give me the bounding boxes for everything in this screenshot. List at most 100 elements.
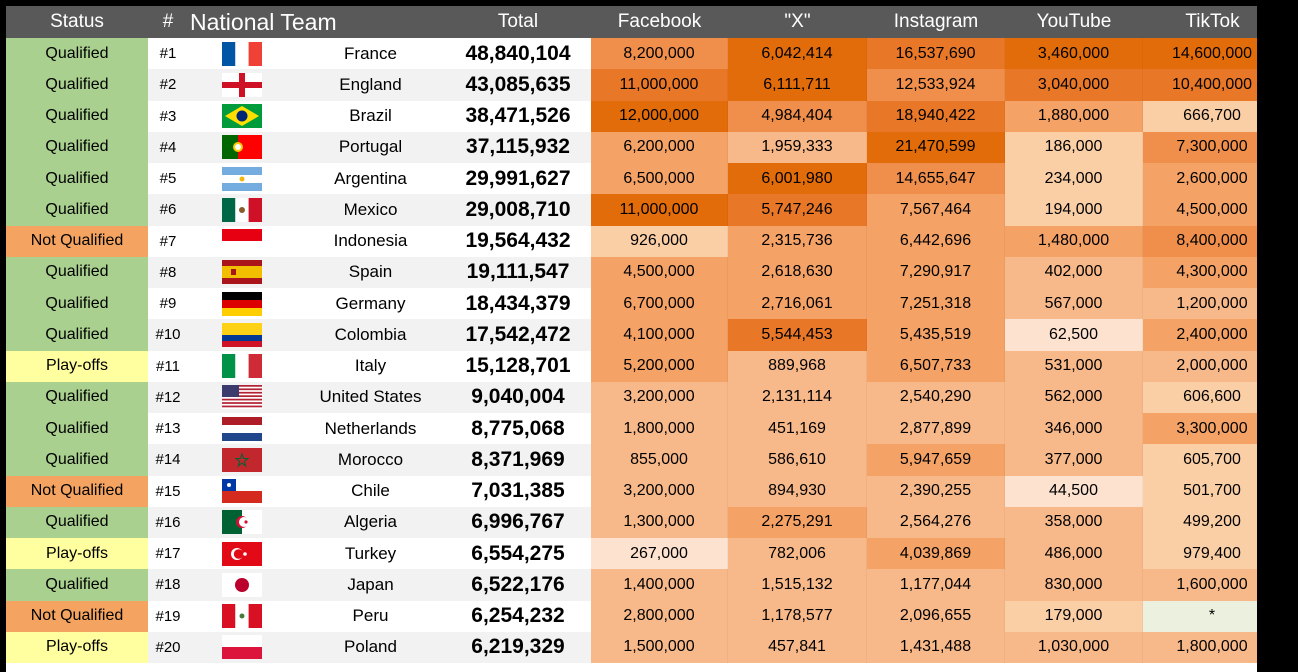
header-total[interactable]: Total: [497, 11, 539, 32]
total-cell[interactable]: 6,554,275: [445, 538, 591, 570]
youtube-cell[interactable]: 1,880,000: [1005, 100, 1143, 132]
total-cell[interactable]: 37,115,932: [445, 131, 591, 163]
flag-cell[interactable]: [188, 631, 296, 663]
tiktok-cell[interactable]: 2,600,000: [1143, 163, 1257, 195]
facebook-cell[interactable]: 267,000: [591, 538, 728, 570]
team-cell[interactable]: Italy: [296, 350, 445, 382]
x-cell[interactable]: 2,275,291: [728, 506, 867, 538]
instagram-cell[interactable]: 4,039,869: [867, 538, 1005, 570]
tiktok-cell[interactable]: 666,700: [1143, 100, 1257, 132]
team-cell[interactable]: Brazil: [296, 100, 445, 132]
x-cell[interactable]: 2,716,061: [728, 288, 867, 320]
rank-cell[interactable]: #13: [148, 413, 188, 445]
instagram-cell[interactable]: 12,533,924: [867, 69, 1005, 101]
tiktok-cell[interactable]: 605,700: [1143, 444, 1257, 476]
status-cell[interactable]: Qualified: [6, 131, 148, 163]
instagram-cell[interactable]: 2,390,255: [867, 475, 1005, 507]
tiktok-cell[interactable]: *: [1143, 600, 1257, 632]
flag-cell[interactable]: [188, 100, 296, 132]
rank-cell[interactable]: #2: [148, 69, 188, 101]
rank-cell[interactable]: #15: [148, 475, 188, 507]
rank-cell[interactable]: #20: [148, 631, 188, 663]
total-cell[interactable]: 38,471,526: [445, 100, 591, 132]
youtube-cell[interactable]: 186,000: [1005, 131, 1143, 163]
instagram-cell[interactable]: 14,655,647: [867, 163, 1005, 195]
header-rank[interactable]: #: [162, 11, 174, 32]
youtube-cell[interactable]: 531,000: [1005, 350, 1143, 382]
rank-cell[interactable]: #11: [148, 350, 188, 382]
team-cell[interactable]: Portugal: [296, 131, 445, 163]
youtube-cell[interactable]: 567,000: [1005, 288, 1143, 320]
x-cell[interactable]: 894,930: [728, 475, 867, 507]
rank-cell[interactable]: #8: [148, 256, 188, 288]
rank-cell[interactable]: #5: [148, 163, 188, 195]
status-cell[interactable]: Qualified: [6, 413, 148, 445]
rank-cell[interactable]: #16: [148, 506, 188, 538]
total-cell[interactable]: 18,434,379: [445, 288, 591, 320]
flag-cell[interactable]: [188, 38, 296, 70]
status-cell[interactable]: Qualified: [6, 381, 148, 413]
tiktok-cell[interactable]: 2,000,000: [1143, 350, 1257, 382]
facebook-cell[interactable]: 3,200,000: [591, 381, 728, 413]
youtube-cell[interactable]: 830,000: [1005, 569, 1143, 601]
instagram-cell[interactable]: 16,537,690: [867, 38, 1005, 70]
facebook-cell[interactable]: 2,800,000: [591, 600, 728, 632]
flag-cell[interactable]: [188, 350, 296, 382]
flag-cell[interactable]: [188, 444, 296, 476]
x-cell[interactable]: 1,959,333: [728, 131, 867, 163]
total-cell[interactable]: 6,996,767: [445, 506, 591, 538]
rank-cell[interactable]: #10: [148, 319, 188, 351]
tiktok-cell[interactable]: 7,300,000: [1143, 131, 1257, 163]
youtube-cell[interactable]: 1,480,000: [1005, 225, 1143, 257]
status-cell[interactable]: Qualified: [6, 194, 148, 226]
total-cell[interactable]: 48,840,104: [445, 38, 591, 70]
rank-cell[interactable]: #3: [148, 100, 188, 132]
team-cell[interactable]: Turkey: [296, 538, 445, 570]
x-cell[interactable]: 6,001,980: [728, 163, 867, 195]
flag-cell[interactable]: [188, 538, 296, 570]
youtube-cell[interactable]: 1,030,000: [1005, 631, 1143, 663]
total-cell[interactable]: 8,371,969: [445, 444, 591, 476]
header-tiktok[interactable]: TikTok: [1185, 11, 1240, 32]
youtube-cell[interactable]: 562,000: [1005, 381, 1143, 413]
total-cell[interactable]: 19,111,547: [445, 256, 591, 288]
facebook-cell[interactable]: 926,000: [591, 225, 728, 257]
youtube-cell[interactable]: 194,000: [1005, 194, 1143, 226]
status-cell[interactable]: Play-offs: [6, 350, 148, 382]
instagram-cell[interactable]: 1,431,488: [867, 631, 1005, 663]
tiktok-cell[interactable]: 979,400: [1143, 538, 1257, 570]
team-cell[interactable]: France: [296, 38, 445, 70]
team-cell[interactable]: Indonesia: [296, 225, 445, 257]
facebook-cell[interactable]: 12,000,000: [591, 100, 728, 132]
instagram-cell[interactable]: 2,540,290: [867, 381, 1005, 413]
status-cell[interactable]: Qualified: [6, 38, 148, 70]
youtube-cell[interactable]: 402,000: [1005, 256, 1143, 288]
status-cell[interactable]: Qualified: [6, 288, 148, 320]
youtube-cell[interactable]: 44,500: [1005, 475, 1143, 507]
flag-cell[interactable]: [188, 256, 296, 288]
header-x[interactable]: "X": [784, 11, 811, 32]
x-cell[interactable]: 889,968: [728, 350, 867, 382]
team-cell[interactable]: Germany: [296, 288, 445, 320]
facebook-cell[interactable]: 4,100,000: [591, 319, 728, 351]
header-youtube[interactable]: YouTube: [1036, 11, 1112, 32]
x-cell[interactable]: 1,178,577: [728, 600, 867, 632]
instagram-cell[interactable]: 18,940,422: [867, 100, 1005, 132]
team-cell[interactable]: United States: [296, 381, 445, 413]
status-cell[interactable]: Qualified: [6, 444, 148, 476]
team-cell[interactable]: Netherlands: [296, 413, 445, 445]
facebook-cell[interactable]: 11,000,000: [591, 69, 728, 101]
status-cell[interactable]: Not Qualified: [6, 600, 148, 632]
status-cell[interactable]: Play-offs: [6, 538, 148, 570]
x-cell[interactable]: 6,111,711: [728, 69, 867, 101]
youtube-cell[interactable]: 179,000: [1005, 600, 1143, 632]
flag-cell[interactable]: [188, 194, 296, 226]
youtube-cell[interactable]: 486,000: [1005, 538, 1143, 570]
tiktok-cell[interactable]: 10,400,000: [1143, 69, 1257, 101]
total-cell[interactable]: 15,128,701: [445, 350, 591, 382]
instagram-cell[interactable]: 21,470,599: [867, 131, 1005, 163]
tiktok-cell[interactable]: 501,700: [1143, 475, 1257, 507]
tiktok-cell[interactable]: 14,600,000: [1143, 38, 1257, 70]
facebook-cell[interactable]: 855,000: [591, 444, 728, 476]
rank-cell[interactable]: #12: [148, 381, 188, 413]
